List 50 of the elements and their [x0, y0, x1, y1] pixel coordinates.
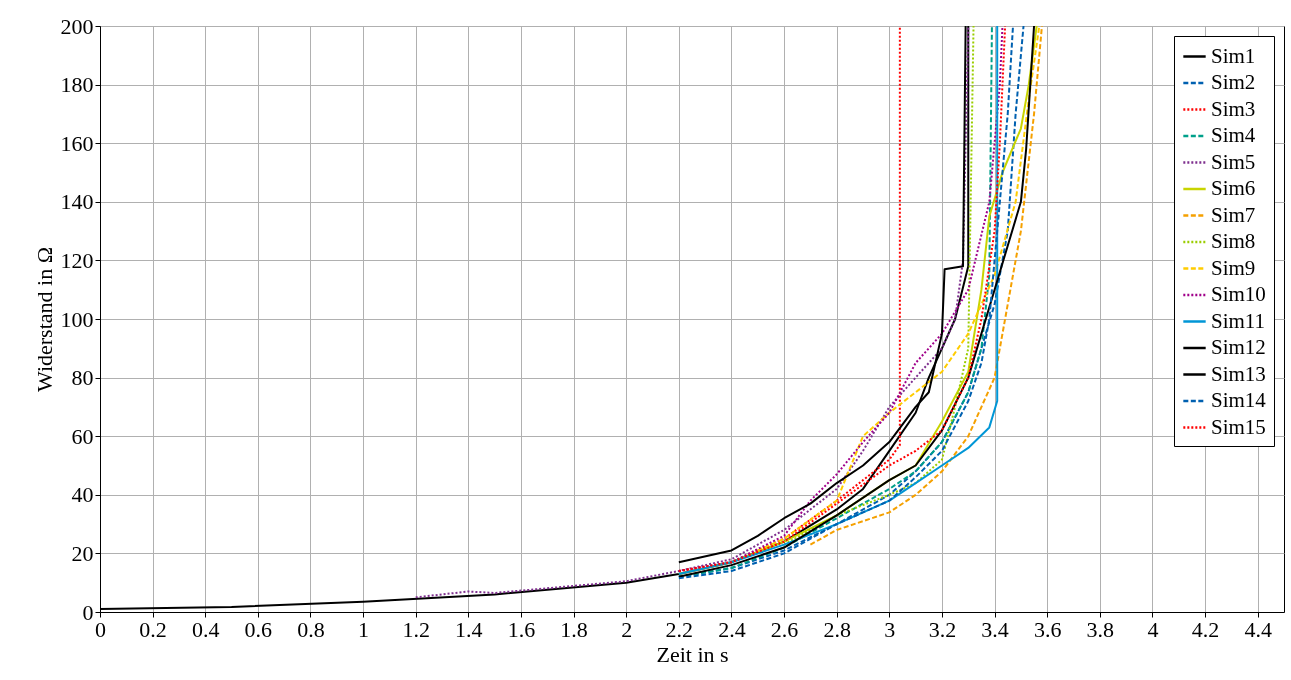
- x-tick-label: 1.4: [455, 616, 483, 642]
- legend-label: Sim8: [1211, 229, 1256, 253]
- x-tick-label: 3.4: [981, 616, 1009, 642]
- y-tick-label: 160: [60, 130, 94, 156]
- legend-label: Sim7: [1211, 202, 1256, 227]
- x-tick-label: 0.6: [244, 616, 273, 642]
- y-tick-label: 60: [71, 423, 94, 449]
- x-tick-label: 0.4: [191, 616, 220, 642]
- x-tick-label: 2.8: [823, 616, 851, 642]
- x-tick-label: 2: [621, 616, 633, 642]
- y-axis-title: Widerstand in Ω: [31, 247, 57, 392]
- x-tick-label: 3.2: [928, 616, 957, 642]
- y-tick-label: 200: [60, 13, 94, 39]
- x-tick-label: 3.8: [1086, 616, 1115, 642]
- x-tick-label: 3: [884, 616, 896, 642]
- x-tick-label: 0.2: [139, 616, 167, 642]
- y-tick-label: 180: [60, 72, 94, 98]
- legend-label: Sim12: [1211, 335, 1266, 359]
- y-tick-label: 140: [60, 189, 94, 215]
- legend-label: Sim3: [1211, 96, 1256, 121]
- legend-label: Sim6: [1211, 176, 1256, 200]
- x-tick-label: 4.4: [1244, 616, 1272, 642]
- x-tick-label: 1.6: [507, 616, 536, 642]
- x-tick-label: 4: [1147, 616, 1159, 642]
- x-tick-label: 3.6: [1033, 616, 1062, 642]
- legend-label: Sim15: [1211, 414, 1266, 439]
- x-tick-label: 2.6: [770, 616, 799, 642]
- x-tick-label: 0.8: [297, 616, 325, 642]
- x-axis-title: Zeit in s: [656, 641, 729, 667]
- legend-label: Sim2: [1211, 70, 1256, 94]
- y-tick-label: 40: [71, 482, 94, 508]
- x-tick-label: 2.4: [718, 616, 746, 642]
- legend-label: Sim5: [1211, 149, 1256, 174]
- legend-label: Sim1: [1211, 43, 1256, 68]
- y-tick-label: 100: [60, 306, 94, 332]
- x-tick-label: 2.2: [665, 616, 694, 642]
- legend-label: Sim14: [1211, 388, 1267, 412]
- legend-label: Sim10: [1211, 282, 1266, 306]
- legend-label: Sim4: [1211, 123, 1256, 147]
- x-tick-label: 4.2: [1191, 616, 1220, 642]
- y-tick-label: 0: [82, 599, 94, 625]
- y-tick-label: 20: [71, 540, 94, 566]
- y-tick-label: 120: [60, 247, 94, 273]
- x-tick-label: 1.8: [560, 616, 588, 642]
- legend-label: Sim13: [1211, 361, 1266, 386]
- x-tick-label: 1: [358, 616, 370, 642]
- y-tick-label: 80: [71, 365, 94, 391]
- x-tick-label: 1.2: [402, 616, 430, 642]
- legend-label: Sim11: [1211, 308, 1266, 333]
- legend-label: Sim9: [1211, 255, 1256, 280]
